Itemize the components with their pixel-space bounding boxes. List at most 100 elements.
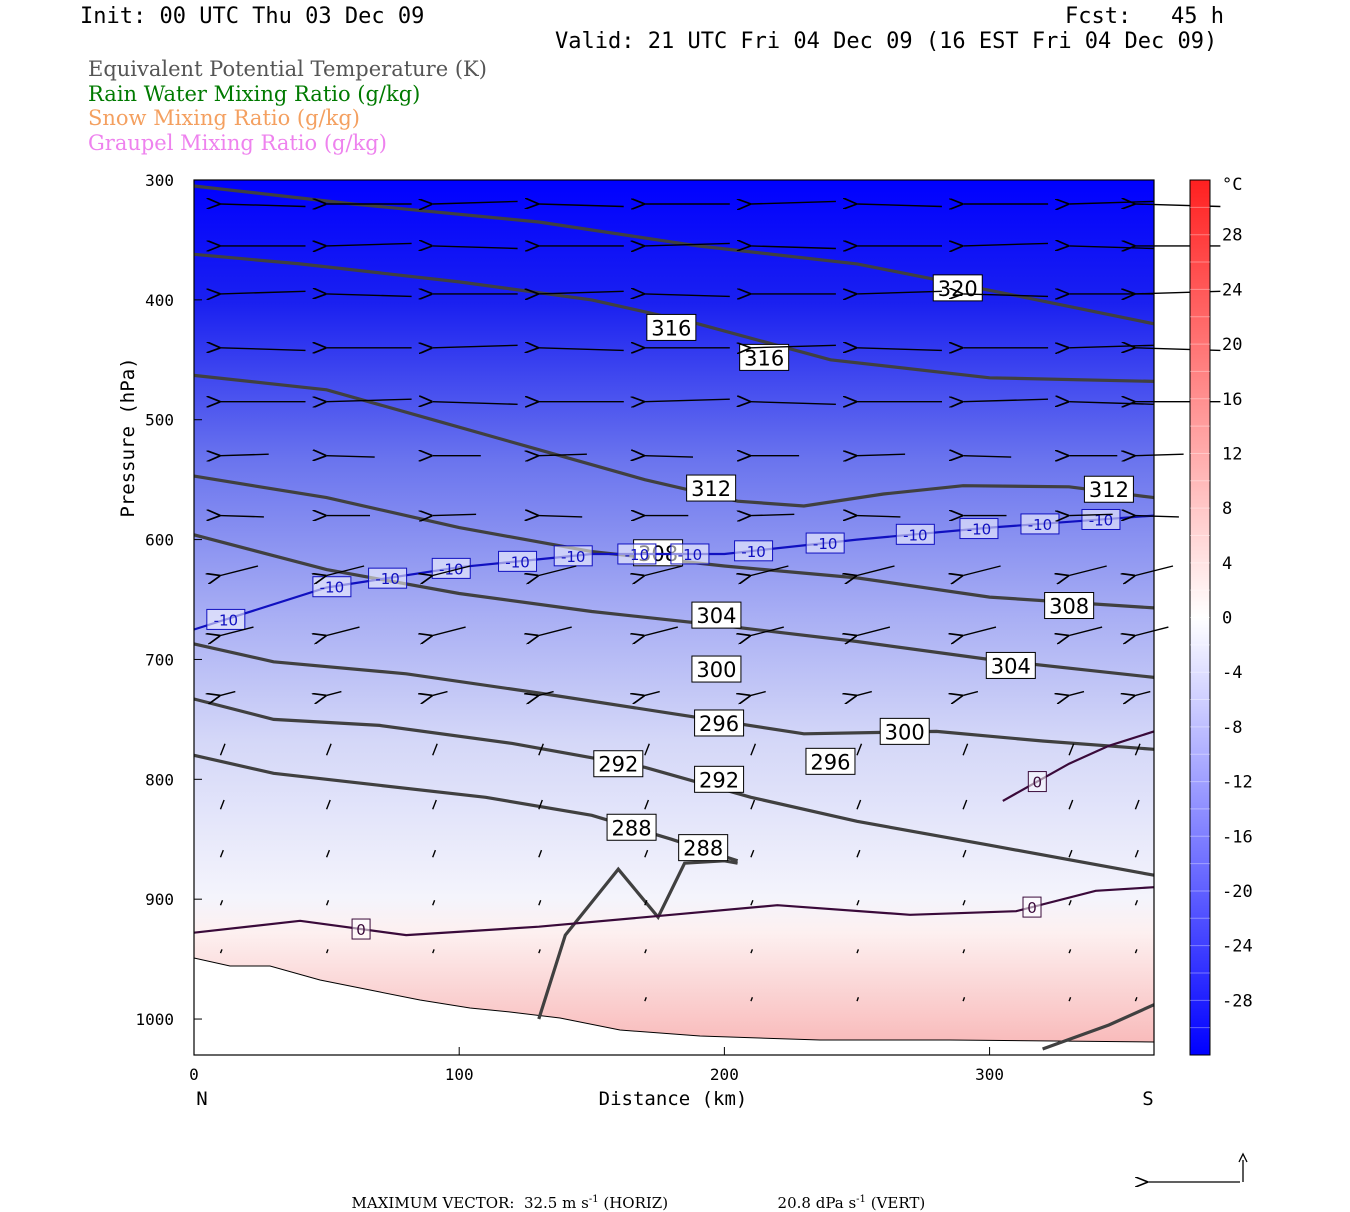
wind-vector: [645, 565, 683, 576]
wind-vector: [325, 949, 329, 954]
wind-vector: [857, 690, 872, 696]
wind-vector: [433, 514, 477, 515]
wind-vector: [538, 799, 543, 810]
wind-vector: [327, 399, 412, 402]
temp-label: -10: [967, 521, 992, 539]
wind-vector: [856, 949, 860, 954]
init-time: Init: 00 UTC Thu 03 Dec 09: [80, 4, 425, 29]
wind-vector: [963, 626, 997, 635]
wind-vector: [857, 204, 942, 207]
colorbar-unit: °C: [1222, 175, 1242, 195]
theta-e-label-box: [694, 709, 745, 737]
wind-vector: [432, 949, 435, 954]
wind-vector: [857, 626, 891, 635]
colorbar-tick-label: -8: [1222, 718, 1242, 738]
theta-e-label: 300: [696, 658, 736, 682]
colorbar: 28 24 20 16 12 8 4 0 -4 -8 -12 -16 -20 -24 -28 °C: [1189, 175, 1253, 1056]
wind-vector: [750, 799, 756, 810]
wind-vector: [221, 565, 259, 576]
wind-vector: [963, 294, 1049, 297]
temp-label-box: [670, 543, 710, 565]
wind-vector: [644, 997, 647, 1002]
wind-vector: [327, 456, 375, 457]
wind-vector: [1134, 997, 1138, 1002]
theta-e-label-box: [691, 601, 742, 629]
wind-vector: [1069, 345, 1155, 348]
colorbar-tick-label: -24: [1222, 937, 1253, 957]
theta-e-label: 296: [699, 712, 739, 736]
theta-e-label: 300: [885, 720, 925, 744]
wind-vector: [644, 899, 648, 906]
wind-vector: [645, 626, 678, 635]
wind-vector: [750, 743, 757, 756]
temp-label: 0: [356, 921, 366, 939]
wind-vector: [750, 997, 754, 1002]
y-tick-label: 700: [145, 650, 174, 669]
theta-e-label: 312: [691, 477, 731, 501]
wind-vector: [433, 201, 518, 204]
y-tick-label: 900: [145, 890, 174, 909]
wind-vector: [644, 849, 649, 858]
theta-e-label-box: [879, 717, 930, 745]
colorbar-tick-label: 12: [1222, 444, 1242, 464]
wind-vector: [751, 345, 836, 348]
theta-e-contour-line: [1042, 1003, 1155, 1051]
wind-vector: [751, 626, 784, 635]
wind-vector: [857, 348, 942, 351]
x-tick-label: 0: [189, 1065, 199, 1084]
wind-vector: [1135, 626, 1169, 635]
wind-vector: [962, 799, 968, 810]
theta-e-contour-line: [193, 533, 1155, 679]
wind-vector: [327, 690, 342, 696]
temp-label-box: [553, 545, 593, 567]
temp-label-box: [1020, 513, 1060, 535]
temp-label: -10: [625, 546, 650, 564]
wind-vector: [539, 516, 583, 517]
wind-vector: [963, 565, 1001, 576]
wind-vector: [644, 743, 650, 756]
wind-vector: [750, 849, 755, 858]
temp-label: -10: [320, 579, 345, 597]
theta-e-label: 288: [612, 816, 652, 840]
wind-vector: [538, 949, 541, 954]
max-vector-arrows: [1148, 1152, 1248, 1182]
wind-vector: [644, 949, 647, 954]
y-tick-label: 1000: [135, 1010, 174, 1029]
wind-vector: [1069, 402, 1155, 405]
wind-vector: [1069, 626, 1103, 635]
wind-vector: [750, 949, 754, 954]
plot-frame: [193, 179, 1155, 1056]
legend-theta-e: Equivalent Potential Temperature (K): [88, 57, 487, 81]
colorbar-tick-label: 16: [1222, 390, 1242, 410]
temp-label: -10: [439, 560, 464, 578]
wind-vector: [327, 626, 360, 635]
axes: 300 400 500 600 700 800 900 1000 0 100 200 300 N S Dis…: [117, 171, 1154, 1110]
theta-e-label: 304: [696, 604, 736, 628]
theta-e-label: 320: [938, 277, 978, 301]
wind-vector: [856, 849, 861, 858]
wind-vector: [856, 743, 863, 756]
wind-vector: [325, 799, 331, 810]
colorbar-tick-label: -4: [1222, 663, 1242, 683]
theta-e-label-box: [678, 834, 729, 862]
theta-e-label-box: [593, 750, 644, 778]
theta-e-label: 316: [651, 316, 691, 340]
temp-label-box: [734, 540, 774, 562]
wind-vector: [433, 690, 448, 696]
wind-vector: [325, 849, 331, 858]
temp-label: -10: [561, 548, 586, 566]
wind-vector: [221, 348, 306, 351]
wind-vector: [221, 690, 236, 696]
theta-e-label: 304: [991, 654, 1031, 678]
wind-vector: [433, 565, 471, 576]
wind-vector: [1069, 201, 1155, 204]
temp-label: 0: [1027, 899, 1037, 917]
wind-vector: [857, 565, 895, 576]
wind-vector: [857, 454, 906, 456]
temperature-contours: -10 -10 -10 -10 -10 -10 -10 -10 -10 -10 -10 -10 -10 -…: [193, 508, 1155, 940]
wind-vector: [539, 348, 624, 351]
wind-vector: [432, 849, 437, 858]
temp-label-box: [206, 608, 246, 630]
wind-vector: [219, 799, 225, 810]
